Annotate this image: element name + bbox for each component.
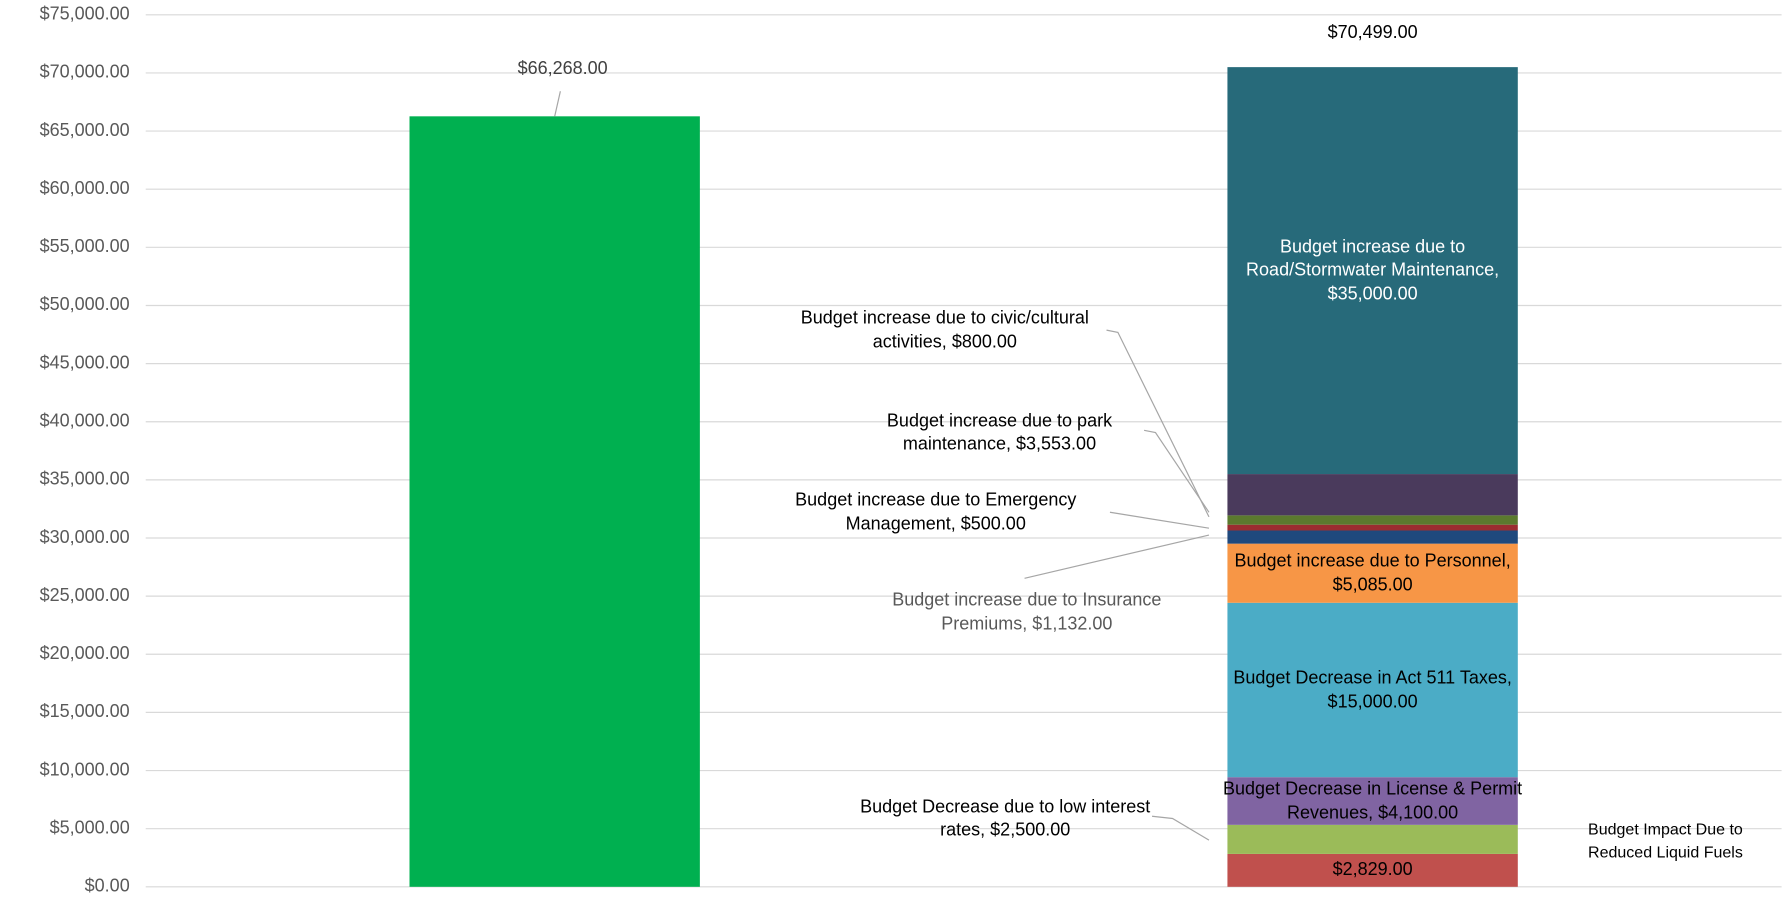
y-tick-label: $0.00 [85, 876, 130, 896]
data-label: Budget increase due to Insurance Premium… [850, 589, 1203, 637]
leader-line [1024, 534, 1210, 579]
y-tick-label: $10,000.00 [40, 759, 130, 779]
label-name: Budget increase due to Emergency Managem… [795, 489, 1077, 534]
data-label: Budget increase due to park maintenance,… [852, 409, 1148, 457]
bar-segment [1227, 474, 1518, 516]
label-name: Budget increase due to Road/Stormwater M… [1246, 235, 1500, 280]
data-label: Budget increase due to Personnel, $5,085… [1196, 549, 1549, 597]
y-tick-label: $75,000.00 [40, 4, 130, 24]
label-name: Budget increase due to civic/cultural ac… [800, 307, 1089, 352]
leader-line [1109, 511, 1210, 529]
label-value: $5,085.00 [1332, 574, 1413, 595]
y-tick-label: $40,000.00 [40, 410, 130, 430]
label-value: $4,100.00 [1378, 802, 1459, 822]
leader-line [1151, 815, 1210, 841]
y-tick-label: $20,000.00 [40, 643, 130, 663]
bar-segment [409, 116, 700, 887]
label-value: $1,132.00 [1032, 613, 1113, 634]
label-value: $15,000.00 [1327, 690, 1418, 711]
bar-segment [1227, 602, 1518, 778]
data-label: Budget Decrease in License & Permit Reve… [1202, 777, 1544, 825]
leader-line [1106, 329, 1210, 518]
y-tick-label: $50,000.00 [40, 294, 130, 314]
data-label: Budget increase due to Emergency Managem… [759, 489, 1112, 537]
leader-line [1143, 429, 1210, 513]
total-label: $70,499.00 [1327, 22, 1418, 43]
leader-line [554, 91, 561, 117]
series-label: Budget Impact Due to Reduced Liquid Fuel… [1588, 822, 1743, 862]
label-name: Budget Decrease due to low interest rate… [860, 795, 1151, 840]
label-value: $3,553.00 [1016, 433, 1097, 454]
bar-segment [1227, 67, 1518, 475]
bar-segment [1227, 524, 1518, 531]
data-label: Budget increase due to civic/cultural ac… [774, 306, 1116, 354]
y-tick-label: $5,000.00 [50, 817, 130, 837]
label-name: Budget increase due to park maintenance, [886, 409, 1113, 454]
data-label: Budget Decrease due to low interest rate… [857, 795, 1153, 843]
y-tick-label: $15,000.00 [40, 701, 130, 721]
bar-segment [1227, 777, 1518, 825]
label-value: $35,000.00 [1327, 283, 1418, 304]
y-tick-label: $25,000.00 [40, 585, 130, 605]
bar-segment [1227, 824, 1518, 854]
data-label: Budget Decrease in Act 511 Taxes, $15,00… [1196, 666, 1549, 714]
data-label: Budget increase due to Road/Stormwater M… [1208, 235, 1538, 306]
y-tick-label: $30,000.00 [40, 527, 130, 547]
label-value: $2,500.00 [990, 819, 1071, 840]
bar-segment [1227, 543, 1518, 603]
y-tick-label: $45,000.00 [40, 352, 130, 372]
y-tick-label: $70,000.00 [40, 62, 130, 82]
label-value: $500.00 [960, 513, 1026, 534]
label-name: Budget increase due to Personnel, [1234, 550, 1511, 571]
data-label: $66,268.00 [517, 57, 608, 78]
y-tick-label: $55,000.00 [40, 236, 130, 256]
bar-segment [1227, 530, 1518, 544]
label-value: $800.00 [951, 331, 1017, 352]
y-tick-label: $65,000.00 [40, 120, 130, 140]
y-tick-label: $60,000.00 [40, 178, 130, 198]
label-name: Budget increase due to Insurance Premium… [892, 589, 1162, 634]
y-tick-label: $35,000.00 [40, 469, 130, 489]
label-name: Budget Decrease in Act 511 Taxes, [1233, 667, 1512, 688]
data-label: $2,829.00 [1332, 859, 1413, 880]
bar-segment [1227, 515, 1518, 525]
bar-segment [1227, 853, 1518, 887]
label-name: Budget Decrease in License & Permit Reve… [1223, 778, 1523, 822]
